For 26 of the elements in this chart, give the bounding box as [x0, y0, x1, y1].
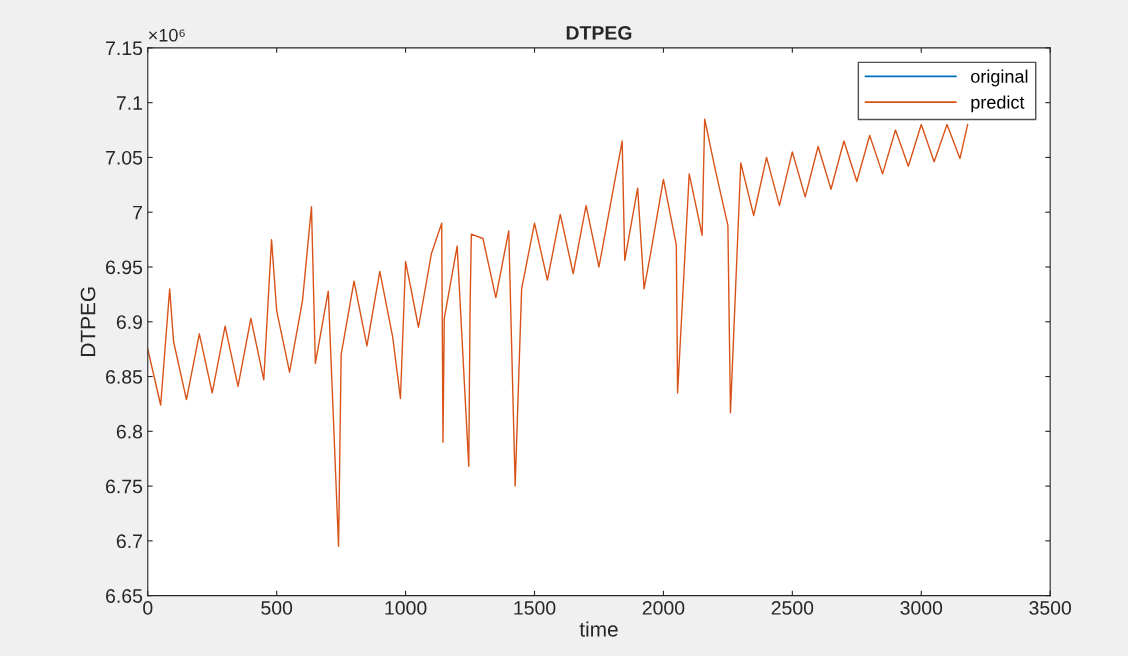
y-axis-title: DTPEG	[80, 287, 96, 356]
line-series	[147, 118, 969, 548]
x-axis-title: time	[579, 621, 618, 637]
y-tick-label: 6.9	[116, 315, 142, 329]
y-tick-label: 7	[133, 205, 142, 220]
y-tick-label: 6.95	[106, 260, 143, 275]
y-tick-label: 7.1	[116, 96, 142, 110]
y-tick-label: 7.15	[106, 41, 143, 56]
y-tick-label: 6.85	[106, 370, 143, 384]
x-tick-label: 2500	[771, 601, 814, 615]
legend-label: original	[971, 69, 1028, 87]
x-tick-label: 1500	[514, 601, 556, 615]
legend-label: predict	[971, 95, 1025, 113]
x-tick-label: 1000	[385, 601, 427, 615]
text: ×10⁶	[149, 28, 185, 42]
y-tick-label: 7.05	[106, 150, 143, 165]
x-tick-label: 3500	[1029, 601, 1072, 615]
x-tick-label: 500	[261, 601, 293, 615]
x-tick-label: 0	[143, 601, 153, 615]
chart-title: DTPEG	[566, 25, 632, 40]
y-tick-label: 6.8	[116, 424, 143, 439]
x-tick-label: 3000	[900, 601, 943, 615]
y-tick-label: 6.65	[106, 589, 143, 603]
y-tick-label: 6.7	[116, 534, 142, 549]
y-tick-label: 6.75	[106, 479, 143, 494]
x-tick-label: 2000	[642, 601, 685, 615]
